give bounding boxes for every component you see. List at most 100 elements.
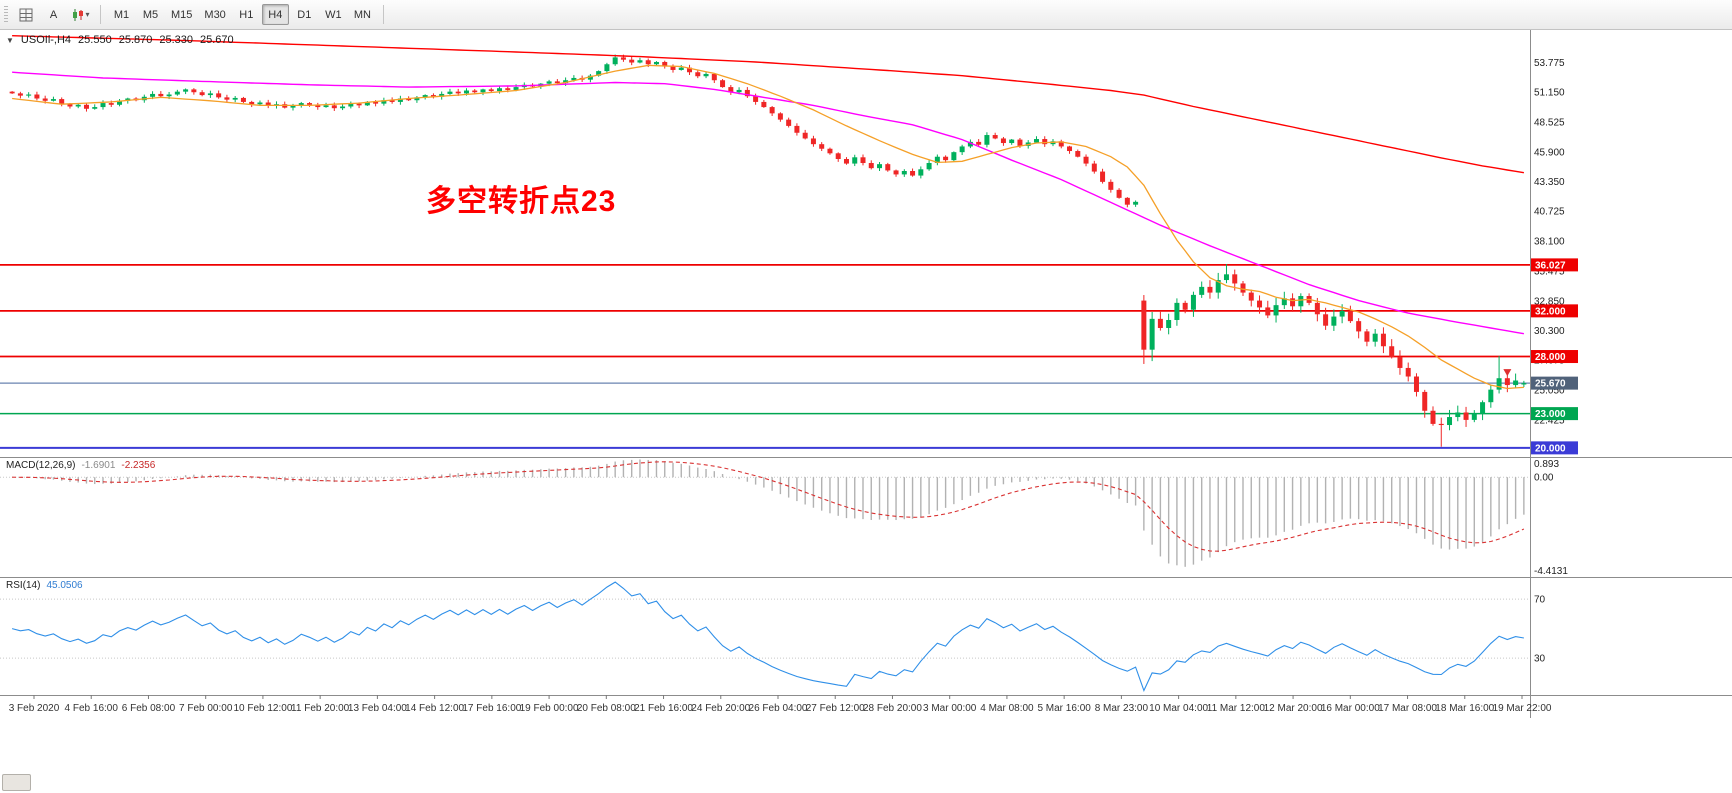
timeframe-button-d1[interactable]: D1 (291, 4, 318, 25)
candle-body (662, 61, 668, 67)
macd-indicator-label: MACD(12,26,9) -1.6901 -2.2356 (6, 460, 155, 471)
candle-body (249, 101, 255, 105)
candle-body (125, 98, 131, 101)
candle-body (1314, 302, 1320, 315)
candle-body (1480, 402, 1486, 414)
macd-histogram (19, 459, 1525, 567)
candle-body (1281, 298, 1287, 306)
candle-body (1116, 189, 1122, 198)
chart-canvas[interactable]: 53.775 51.150 48.525 45.900 43.350 40.725 38.1… (0, 30, 1732, 793)
candle-body (554, 81, 560, 84)
candle-body (75, 104, 81, 107)
candle-body (1190, 294, 1196, 310)
candle-body (563, 80, 569, 84)
candle-body (678, 67, 684, 70)
candle-body (1463, 412, 1469, 420)
ma-mid-line (12, 71, 1525, 335)
candle-body (959, 146, 965, 153)
candle-body (860, 157, 866, 164)
time-tick-label: 14 Feb 12:00 (405, 703, 464, 714)
one-click-trading-icon[interactable]: ▼ (6, 35, 14, 45)
time-tick-label: 6 Feb 08:00 (122, 703, 176, 714)
price-tag (1531, 350, 1578, 364)
candle-body (1174, 302, 1180, 320)
horizontal-lines (0, 263, 1530, 449)
candle-body (505, 88, 511, 90)
candle-body (1157, 318, 1163, 328)
timeframe-button-m15[interactable]: M15 (166, 4, 197, 25)
time-tick-label: 28 Feb 20:00 (863, 703, 922, 714)
candle-body (1100, 171, 1106, 182)
candle-body (843, 159, 849, 164)
candle-body (546, 81, 552, 84)
candle-body (1248, 292, 1254, 301)
candle-body (183, 89, 189, 92)
candle-body (1513, 380, 1519, 386)
candle-body (307, 103, 313, 105)
candle-body (1364, 331, 1370, 342)
price-tag (1531, 441, 1578, 455)
candle-body (1372, 333, 1378, 342)
candle-body (340, 106, 346, 109)
time-tick-label: 7 Feb 00:00 (179, 703, 233, 714)
candle-body (761, 101, 767, 108)
price-tag (1531, 407, 1578, 421)
price-tick-label: 53.775 (1534, 58, 1565, 69)
candle-body (1083, 156, 1089, 164)
candle-body (1257, 300, 1263, 308)
timeframe-button-m5[interactable]: M5 (137, 4, 164, 25)
price-tick-label: 38.100 (1534, 237, 1565, 248)
candle-body (1331, 316, 1337, 326)
candle-body (984, 135, 990, 145)
candle-body (827, 148, 833, 154)
price-tag-label: 32.000 (1535, 306, 1566, 317)
price-tick-label: 22.425 (1534, 416, 1565, 427)
timeframe-button-mn[interactable]: MN (349, 4, 376, 25)
time-tick-label: 10 Feb 12:00 (233, 703, 292, 714)
time-tick-label: 5 Mar 16:00 (1037, 703, 1091, 714)
candle-body (1422, 391, 1428, 411)
time-tick-label: 21 Feb 16:00 (634, 703, 693, 714)
timeframe-button-h4[interactable]: H4 (261, 4, 289, 25)
chart-list-icon[interactable] (14, 3, 38, 27)
time-tick-label: 8 Mar 23:00 (1095, 703, 1149, 714)
ma-slow-line (12, 35, 1525, 174)
chart-area: 53.775 51.150 48.525 45.900 43.350 40.725 38.1… (0, 30, 1732, 793)
rsi-line (11, 581, 1524, 692)
candle-body (1447, 417, 1453, 426)
candle-body (315, 104, 321, 108)
candle-body (1265, 307, 1271, 316)
chart-annotation[interactable]: 多空转折点23 (426, 185, 617, 218)
timeframe-button-h1[interactable]: H1 (233, 4, 260, 25)
candle-body (1207, 286, 1213, 293)
candle-body (753, 96, 759, 102)
candle-body (1389, 346, 1395, 358)
timeframe-button-m1[interactable]: M1 (108, 4, 135, 25)
macd-signal-value: -2.2356 (121, 460, 156, 471)
chart-type-button[interactable]: ▾ (69, 3, 93, 27)
candle-body (1133, 201, 1139, 205)
candle-body (612, 57, 618, 65)
candle-body (786, 119, 792, 126)
toolbar-grip[interactable] (4, 5, 8, 24)
price-tag-label: 28.000 (1535, 352, 1566, 363)
candle-body (356, 103, 362, 106)
candle-body (166, 94, 172, 97)
auto-scroll-button[interactable]: A (40, 4, 67, 25)
horizontal-scrollbar-thumb[interactable] (2, 774, 31, 791)
candle-body (117, 100, 123, 105)
price-axis: 53.775 51.150 48.525 45.900 43.350 40.725 38.1… (1534, 58, 1565, 427)
candle-body (769, 107, 775, 114)
candle-body (34, 94, 40, 99)
timeframe-button-m30[interactable]: M30 (199, 4, 230, 25)
time-tick-label: 16 Mar 00:00 (1321, 703, 1380, 714)
price-tick-label: 32.850 (1534, 297, 1565, 308)
chevron-down-icon: ▾ (85, 10, 90, 19)
time-axis: 3 Feb 2020 4 Feb 16:00 6 Feb 08:00 7 Feb 00… (9, 695, 1552, 714)
candle-body (1067, 146, 1073, 152)
toolbar: A ▾ M1 M5 M15 M30 H1 H4 D1 W1 MN (0, 0, 1732, 30)
candle-body (414, 97, 420, 101)
rsi-level-label: 30 (1534, 654, 1546, 665)
timeframe-button-w1[interactable]: W1 (320, 4, 347, 25)
candle-body (480, 89, 486, 93)
